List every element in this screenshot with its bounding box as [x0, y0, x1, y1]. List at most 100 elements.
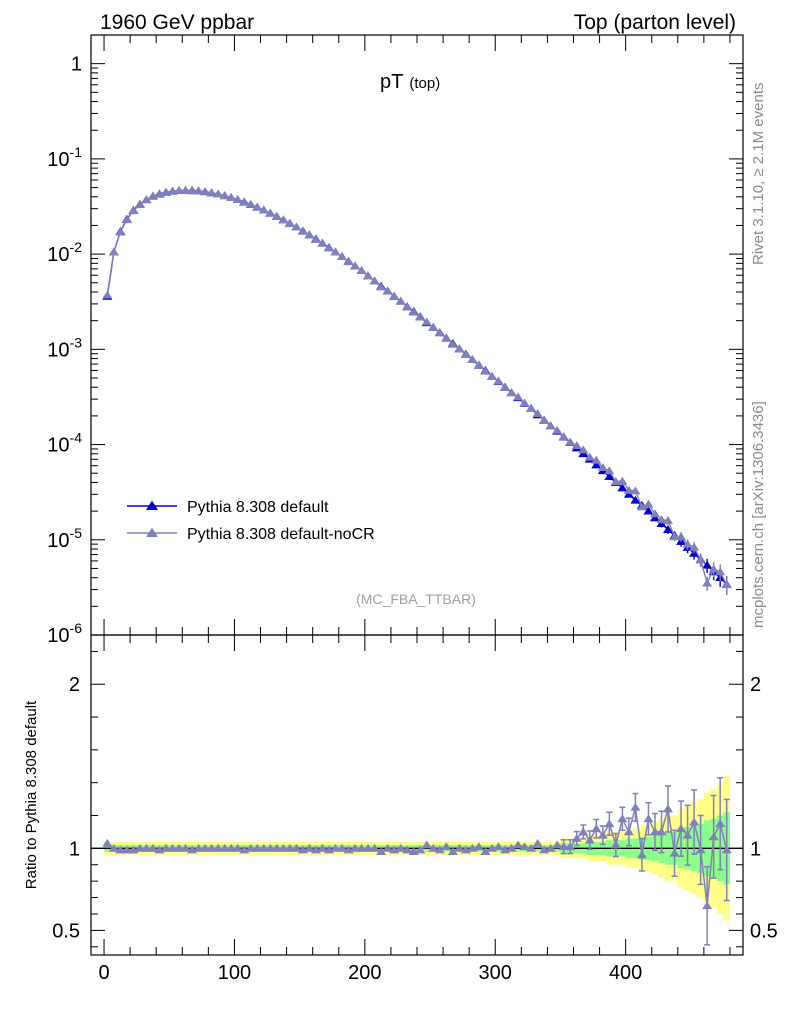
ratio-point-noCR	[200, 843, 211, 852]
legend: Pythia 8.308 default Pythia 8.308 default…	[127, 499, 375, 543]
main-default-point	[630, 495, 641, 504]
ratio-point-noCR	[278, 843, 289, 852]
ratio-data-layer	[91, 776, 743, 946]
legend-marker	[146, 527, 158, 538]
ratio-point-noCR	[447, 847, 458, 855]
ratio-point-noCR	[174, 843, 185, 852]
tick-label-base: 10	[47, 339, 69, 361]
ratio-point-noCR	[337, 843, 348, 852]
main-noCR-point	[128, 206, 139, 215]
ratio-point-noCR	[395, 843, 406, 852]
ratio-point-noCR	[402, 845, 413, 854]
main-noCR-point	[408, 307, 419, 316]
main-noCR-point	[271, 211, 282, 220]
main-noCR-point	[141, 195, 152, 204]
ratio-point-noCR	[584, 835, 595, 844]
main-noCR-point	[252, 202, 263, 211]
main-default-point	[617, 483, 628, 492]
main-noCR-point	[245, 199, 256, 208]
main-noCR-point	[467, 355, 478, 363]
ratio-point-noCR	[317, 843, 328, 852]
main-noCR-point	[597, 463, 608, 472]
main-default-point	[578, 449, 589, 458]
main-noCR-point	[187, 186, 198, 195]
ratio-point-noCR	[434, 845, 445, 854]
ratio-point-noCR	[108, 843, 119, 852]
ratio-y-tick-label-right: 0.5	[750, 920, 778, 942]
ratio-point-noCR	[441, 842, 452, 851]
ratio-y-tick-label: 0.5	[52, 920, 80, 942]
main-noCR-point	[258, 205, 269, 214]
main-noCR-point	[421, 317, 432, 326]
main-noCR-point	[402, 302, 413, 311]
ratio-point-noCR	[356, 843, 367, 852]
ratio-point-noCR	[669, 848, 680, 857]
ratio-point-noCR	[415, 845, 426, 854]
main-noCR-point	[480, 366, 491, 375]
ratio-point-noCR	[493, 842, 504, 851]
main-noCR-point	[506, 388, 517, 397]
main-noCR-point	[376, 282, 387, 291]
chart-title: pT (top)	[380, 71, 440, 93]
main-noCR-point	[265, 208, 276, 217]
ratio-point-noCR	[630, 802, 641, 811]
ratio-point-noCR	[245, 843, 256, 852]
main-noCR-point	[676, 532, 687, 541]
ratio-point-noCR	[363, 843, 374, 852]
main-noCR-point	[636, 502, 647, 511]
chart-title-main: pT	[380, 71, 403, 93]
main-noCR-point	[702, 578, 713, 587]
ratio-point-noCR	[421, 840, 432, 849]
main-noCR-point	[643, 499, 654, 508]
ratio-point-noCR	[226, 843, 237, 852]
ratio-point-noCR	[558, 842, 569, 851]
main-noCR-point	[695, 555, 706, 564]
ratio-point-noCR	[252, 843, 263, 852]
main-noCR-point	[630, 486, 641, 495]
tick-label-exponent: -2	[70, 239, 83, 255]
main-noCR-point	[206, 188, 217, 197]
main-noCR-point	[363, 271, 374, 280]
main-x-ticks	[103, 35, 731, 635]
tick-label-exponent: -5	[70, 525, 83, 541]
main-noCR-point	[539, 416, 550, 425]
ratio-point-noCR	[526, 843, 537, 852]
main-noCR-point	[493, 376, 504, 385]
ratio-point-noCR	[382, 843, 393, 852]
ratio-point-noCR	[545, 843, 556, 852]
main-noCR-point	[565, 437, 576, 446]
main-noCR-point	[115, 227, 126, 236]
main-noCR-point	[552, 425, 563, 434]
ratio-point-noCR	[147, 843, 158, 852]
ratio-point-noCR	[232, 843, 243, 852]
main-data-layer	[102, 185, 732, 596]
main-noCR-point	[134, 199, 145, 208]
main-noCR-point	[369, 276, 380, 285]
ratio-point-noCR	[649, 827, 660, 836]
main-noCR-point	[663, 516, 674, 525]
x-tick-label: 400	[609, 962, 642, 984]
tick-label-base: 10	[47, 244, 69, 266]
header-left-label: 1960 GeV ppbar	[100, 11, 254, 34]
ratio-point-noCR	[695, 845, 706, 854]
ratio-point-noCR	[180, 843, 191, 852]
main-noCR-point	[473, 360, 484, 369]
ratio-point-noCR	[330, 843, 341, 852]
tick-label-exponent: -1	[70, 144, 83, 160]
legend-label: Pythia 8.308 default	[187, 499, 329, 516]
main-noCR-point	[213, 189, 224, 198]
main-default-point	[604, 472, 615, 481]
ratio-y-tick-label: 1	[69, 838, 80, 860]
main-noCR-point	[558, 432, 569, 440]
ratio-point-noCR	[141, 843, 152, 852]
main-noCR-point	[284, 218, 295, 227]
main-y-tick-label: 10-3	[47, 334, 82, 361]
main-noCR-point	[669, 532, 680, 541]
analysis-label: (MC_FBA_TTBAR)	[356, 591, 476, 607]
ratio-point-noCR	[473, 842, 484, 851]
tick-label-exponent: -3	[70, 334, 83, 350]
ratio-point-noCR	[623, 827, 634, 836]
main-noCR-point	[460, 350, 471, 358]
ratio-point-noCR	[167, 843, 178, 852]
main-noCR-point	[526, 403, 537, 412]
